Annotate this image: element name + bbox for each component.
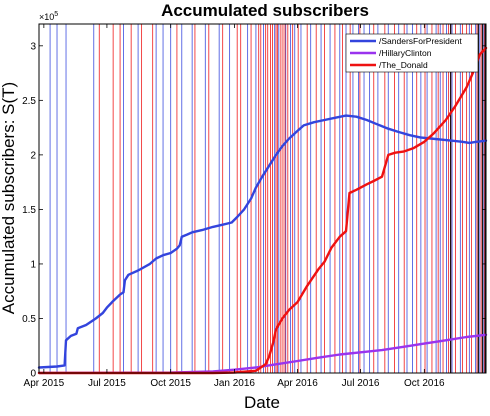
x-axis-label: Date [244, 393, 280, 412]
event-lines [49, 24, 486, 373]
y-tick-label: 2 [30, 150, 36, 161]
x-tick-label: Apr 2015 [24, 378, 65, 389]
y-tick-label: 3 [30, 41, 36, 52]
y-axis-exponent: ×105 [39, 11, 58, 22]
legend-label: /HillaryClinton [379, 48, 432, 58]
y-axis-exponent-power: 5 [54, 11, 58, 18]
y-tick-label: 0 [30, 369, 36, 380]
x-tick-label: Oct 2015 [150, 378, 191, 389]
plot-area-frame [38, 23, 487, 374]
legend-label: /The_Donald [379, 60, 428, 70]
x-tick-label: Jul 2016 [342, 378, 380, 389]
y-tick-label: 2.5 [22, 96, 36, 107]
x-tick-label: Jan 2016 [214, 378, 256, 389]
x-tick-label: Apr 2016 [277, 378, 318, 389]
x-tick-label: Oct 2016 [404, 378, 445, 389]
series-lines [37, 46, 488, 375]
legend-label: /SandersForPresident [379, 36, 462, 46]
legend: /SandersForPresident/HillaryClinton/The_… [345, 33, 479, 73]
y-tick-label: 0.5 [22, 314, 36, 325]
series-line-thedonald [37, 46, 488, 375]
x-tick-label: Jul 2015 [88, 378, 126, 389]
x-axis-ticks: Apr 2015 Jul 2015 Oct 2015 Jan 2016 Apr 2016… [24, 24, 445, 389]
y-tick-label: 1 [30, 259, 36, 270]
y-axis-exponent-base: ×10 [39, 12, 54, 22]
y-axis-label: Accumulated subscribers: S(T) [0, 82, 18, 314]
y-axis-ticks: 0 0.5 1 1.5 2 2.5 3 [22, 41, 486, 380]
y-tick-label: 1.5 [22, 205, 36, 216]
chart-title: Accumulated subscribers [161, 1, 369, 20]
series-line-sandersforpresident [37, 114, 488, 369]
